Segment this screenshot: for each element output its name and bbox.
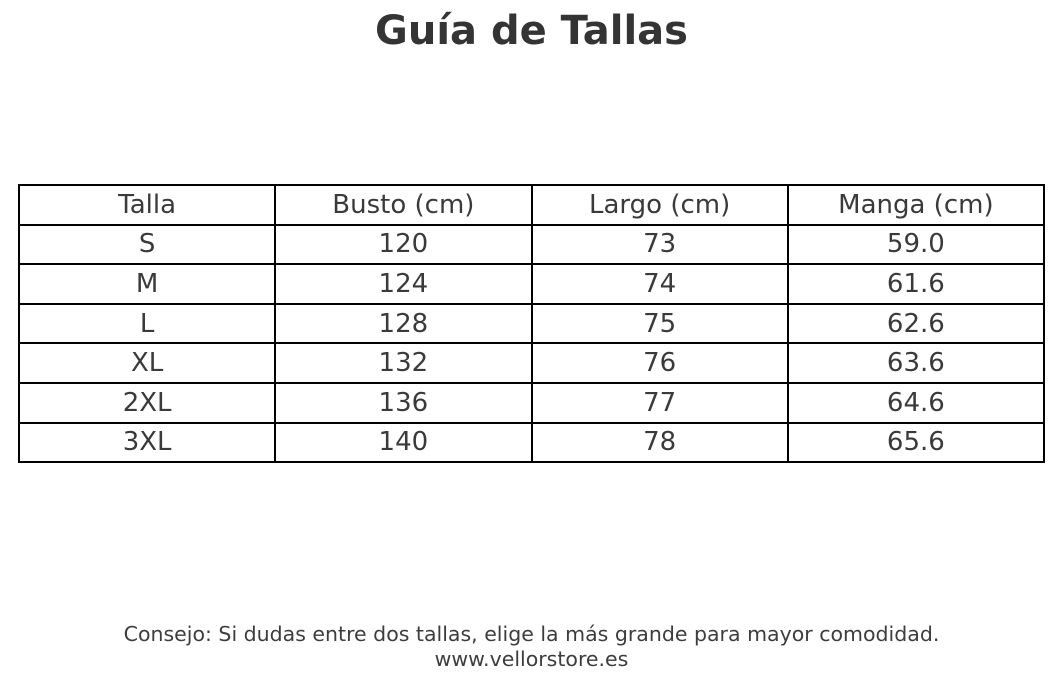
table-row: L 128 75 62.6 xyxy=(17,302,1046,345)
table-cell: 63.6 xyxy=(786,342,1046,384)
table-cell: 2XL xyxy=(17,381,277,424)
size-table-header-row: Talla Busto (cm) Largo (cm) Manga (cm) xyxy=(17,184,1046,226)
table-cell: XL xyxy=(17,342,277,384)
column-header: Talla xyxy=(17,184,277,226)
page-title: Guía de Tallas xyxy=(375,8,688,54)
table-cell: 64.6 xyxy=(786,381,1046,424)
page-footer: Consejo: Si dudas entre dos tallas, elig… xyxy=(0,622,1063,672)
table-cell: M xyxy=(17,263,277,305)
column-header: Manga (cm) xyxy=(786,184,1046,226)
table-cell: 78 xyxy=(530,421,789,464)
table-cell: L xyxy=(17,302,277,345)
size-table-head: Talla Busto (cm) Largo (cm) Manga (cm) xyxy=(17,184,1046,226)
table-cell: 140 xyxy=(274,421,533,464)
table-row: S 120 73 59.0 xyxy=(17,223,1046,266)
size-table-body: S 120 73 59.0 M 124 74 61.6 L 128 75 62.6 XL 132 76 63.… xyxy=(17,223,1046,464)
table-cell: 3XL xyxy=(17,421,277,464)
table-cell: 136 xyxy=(274,381,533,424)
table-row: M 124 74 61.6 xyxy=(17,263,1046,305)
column-header: Largo (cm) xyxy=(530,184,789,226)
table-cell: 73 xyxy=(530,223,789,266)
table-cell: 75 xyxy=(530,302,789,345)
table-cell: 61.6 xyxy=(786,263,1046,305)
table-cell: 62.6 xyxy=(786,302,1046,345)
table-cell: 59.0 xyxy=(786,223,1046,266)
table-cell: 124 xyxy=(274,263,533,305)
table-cell: 132 xyxy=(274,342,533,384)
table-row: 3XL 140 78 65.6 xyxy=(17,421,1046,464)
table-row: 2XL 136 77 64.6 xyxy=(17,381,1046,424)
table-cell: 76 xyxy=(530,342,789,384)
table-cell: 120 xyxy=(274,223,533,266)
table-row: XL 132 76 63.6 xyxy=(17,342,1046,384)
size-table: Talla Busto (cm) Largo (cm) Manga (cm) S 120… xyxy=(17,184,1046,464)
column-header: Busto (cm) xyxy=(274,184,533,226)
table-cell: 128 xyxy=(274,302,533,345)
table-cell: 65.6 xyxy=(786,421,1046,464)
table-cell: S xyxy=(17,223,277,266)
footer-advice-text: Consejo: Si dudas entre dos tallas, elig… xyxy=(123,622,940,646)
footer-website-text: www.vellorstore.es xyxy=(434,647,629,671)
table-cell: 74 xyxy=(530,263,789,305)
table-cell: 77 xyxy=(530,381,789,424)
